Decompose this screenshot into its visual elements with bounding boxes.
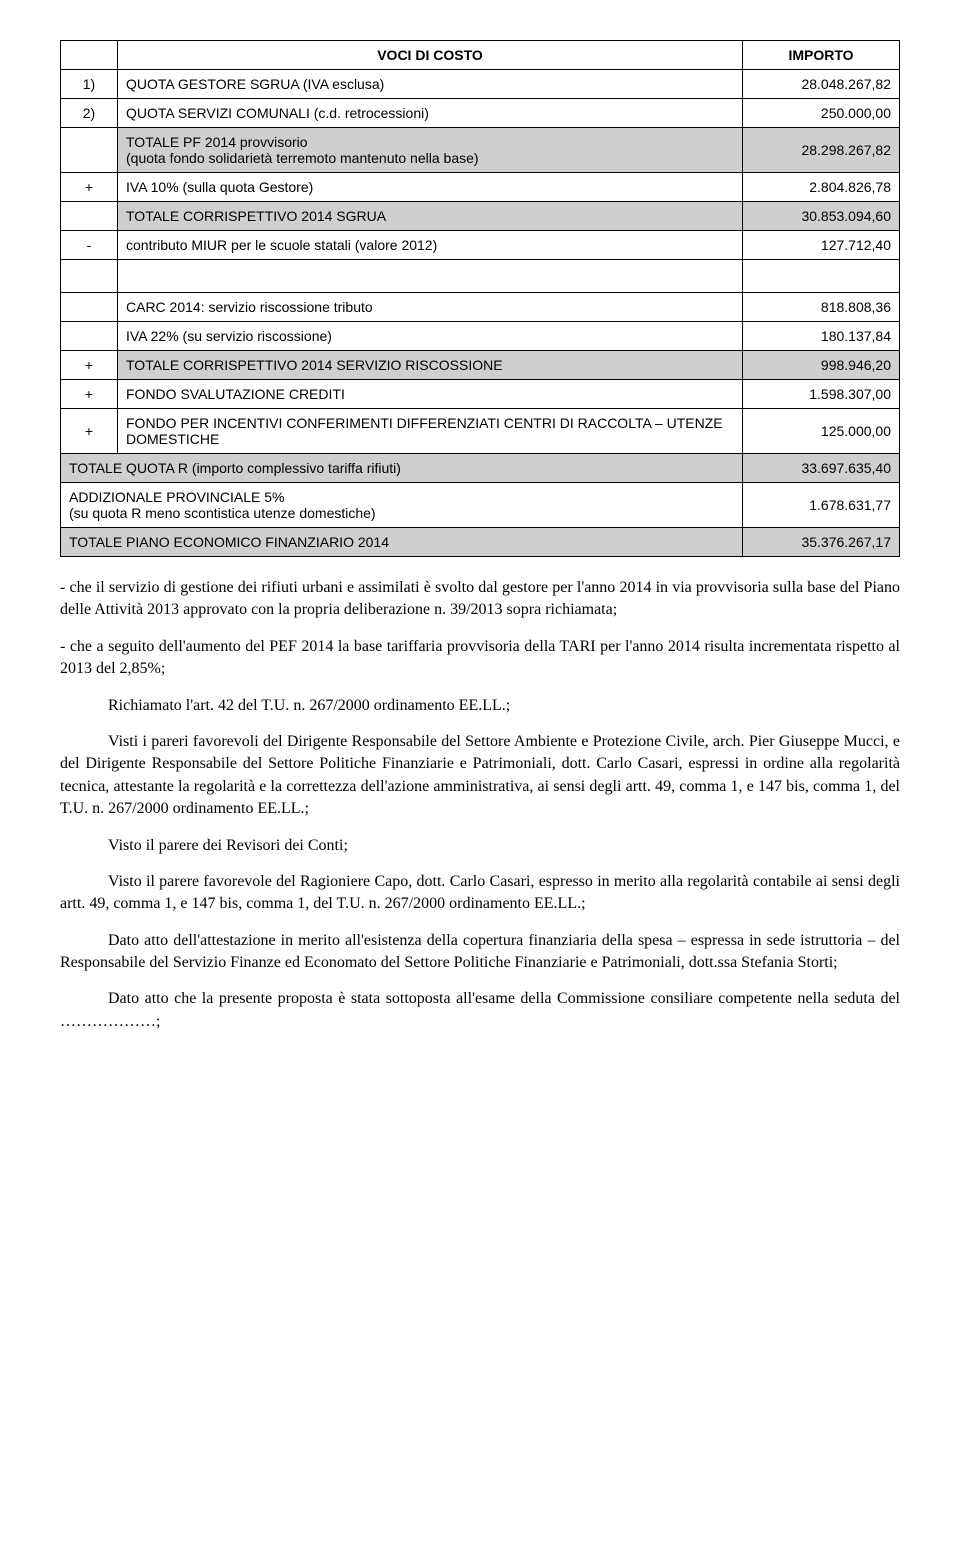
paragraph: Richiamato l'art. 42 del T.U. n. 267/200…	[60, 695, 900, 717]
table-row: TOTALE CORRISPETTIVO 2014 SGRUA30.853.09…	[61, 202, 900, 231]
row-desc: IVA 10% (sulla quota Gestore)	[118, 173, 743, 202]
row-desc: FONDO PER INCENTIVI CONFERIMENTI DIFFERE…	[118, 409, 743, 454]
header-blank	[61, 41, 118, 70]
row-value: 998.946,20	[743, 351, 900, 380]
row-desc: IVA 22% (su servizio riscossione)	[118, 322, 743, 351]
header-voci: VOCI DI COSTO	[118, 41, 743, 70]
row-value: 28.048.267,82	[743, 70, 900, 99]
row-desc: CARC 2014: servizio riscossione tributo	[118, 293, 743, 322]
row-value: 33.697.635,40	[743, 454, 900, 483]
row-marker: +	[61, 351, 118, 380]
row-value: 30.853.094,60	[743, 202, 900, 231]
table-row: +IVA 10% (sulla quota Gestore)2.804.826,…	[61, 173, 900, 202]
row-desc: ADDIZIONALE PROVINCIALE 5% (su quota R m…	[61, 483, 743, 528]
row-desc: TOTALE PIANO ECONOMICO FINANZIARIO 2014	[61, 528, 743, 557]
row-marker: 1)	[61, 70, 118, 99]
row-marker	[61, 202, 118, 231]
row-marker: +	[61, 409, 118, 454]
row-desc: FONDO SVALUTAZIONE CREDITI	[118, 380, 743, 409]
row-desc: TOTALE CORRISPETTIVO 2014 SGRUA	[118, 202, 743, 231]
row-value: 125.000,00	[743, 409, 900, 454]
row-marker: -	[61, 231, 118, 260]
row-value: 180.137,84	[743, 322, 900, 351]
table-spacer	[61, 260, 900, 293]
row-desc: QUOTA SERVIZI COMUNALI (c.d. retrocessio…	[118, 99, 743, 128]
row-value: 127.712,40	[743, 231, 900, 260]
row-value: 1.598.307,00	[743, 380, 900, 409]
paragraph: Visto il parere dei Revisori dei Conti;	[60, 835, 900, 857]
row-marker	[61, 322, 118, 351]
row-desc: TOTALE PF 2014 provvisorio (quota fondo …	[118, 128, 743, 173]
table-row: +FONDO PER INCENTIVI CONFERIMENTI DIFFER…	[61, 409, 900, 454]
table-row: CARC 2014: servizio riscossione tributo8…	[61, 293, 900, 322]
table-row: TOTALE PIANO ECONOMICO FINANZIARIO 20143…	[61, 528, 900, 557]
paragraph: Dato atto dell'attestazione in merito al…	[60, 930, 900, 975]
paragraph: - che a seguito dell'aumento del PEF 201…	[60, 636, 900, 681]
row-desc: TOTALE QUOTA R (importo complessivo tari…	[61, 454, 743, 483]
paragraph: Visti i pareri favorevoli del Dirigente …	[60, 731, 900, 821]
table-row: 1)QUOTA GESTORE SGRUA (IVA esclusa)28.04…	[61, 70, 900, 99]
table-header-row: VOCI DI COSTO IMPORTO	[61, 41, 900, 70]
table-row: 2)QUOTA SERVIZI COMUNALI (c.d. retrocess…	[61, 99, 900, 128]
row-marker: 2)	[61, 99, 118, 128]
table-row: ADDIZIONALE PROVINCIALE 5% (su quota R m…	[61, 483, 900, 528]
row-value: 1.678.631,77	[743, 483, 900, 528]
paragraph: Visto il parere favorevole del Ragionier…	[60, 871, 900, 916]
row-marker	[61, 128, 118, 173]
row-value: 250.000,00	[743, 99, 900, 128]
cost-table: VOCI DI COSTO IMPORTO 1)QUOTA GESTORE SG…	[60, 40, 900, 557]
table-row: IVA 22% (su servizio riscossione)180.137…	[61, 322, 900, 351]
header-importo: IMPORTO	[743, 41, 900, 70]
table-row: +FONDO SVALUTAZIONE CREDITI1.598.307,00	[61, 380, 900, 409]
table-row: +TOTALE CORRISPETTIVO 2014 SERVIZIO RISC…	[61, 351, 900, 380]
row-value: 35.376.267,17	[743, 528, 900, 557]
row-marker: +	[61, 380, 118, 409]
table-row: TOTALE QUOTA R (importo complessivo tari…	[61, 454, 900, 483]
paragraph: - che il servizio di gestione dei rifiut…	[60, 577, 900, 622]
row-desc: TOTALE CORRISPETTIVO 2014 SERVIZIO RISCO…	[118, 351, 743, 380]
row-value: 2.804.826,78	[743, 173, 900, 202]
table-row: -contributo MIUR per le scuole statali (…	[61, 231, 900, 260]
table-row: TOTALE PF 2014 provvisorio (quota fondo …	[61, 128, 900, 173]
row-marker	[61, 293, 118, 322]
paragraph: Dato atto che la presente proposta è sta…	[60, 988, 900, 1033]
row-value: 28.298.267,82	[743, 128, 900, 173]
row-value: 818.808,36	[743, 293, 900, 322]
row-desc: QUOTA GESTORE SGRUA (IVA esclusa)	[118, 70, 743, 99]
row-marker: +	[61, 173, 118, 202]
row-desc: contributo MIUR per le scuole statali (v…	[118, 231, 743, 260]
